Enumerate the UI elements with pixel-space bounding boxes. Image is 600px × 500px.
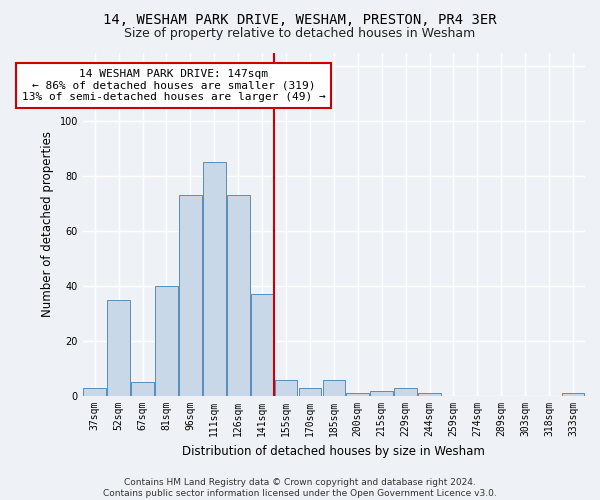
Text: Size of property relative to detached houses in Wesham: Size of property relative to detached ho… (124, 28, 476, 40)
Bar (394, 388, 417, 396)
Bar (275, 380, 298, 396)
Bar (131, 382, 154, 396)
Y-axis label: Number of detached properties: Number of detached properties (41, 132, 54, 318)
Bar (251, 294, 274, 396)
Bar (107, 300, 130, 396)
Bar (227, 196, 250, 396)
Bar (323, 380, 345, 396)
Text: 14 WESHAM PARK DRIVE: 147sqm
← 86% of detached houses are smaller (319)
13% of s: 14 WESHAM PARK DRIVE: 147sqm ← 86% of de… (22, 69, 325, 102)
Bar (370, 390, 393, 396)
X-axis label: Distribution of detached houses by size in Wesham: Distribution of detached houses by size … (182, 444, 485, 458)
Bar (346, 394, 369, 396)
Bar (299, 388, 322, 396)
Bar (418, 394, 441, 396)
Bar (562, 394, 584, 396)
Bar (83, 388, 106, 396)
Text: 14, WESHAM PARK DRIVE, WESHAM, PRESTON, PR4 3ER: 14, WESHAM PARK DRIVE, WESHAM, PRESTON, … (103, 12, 497, 26)
Bar (203, 162, 226, 396)
Bar (155, 286, 178, 396)
Bar (179, 196, 202, 396)
Text: Contains HM Land Registry data © Crown copyright and database right 2024.
Contai: Contains HM Land Registry data © Crown c… (103, 478, 497, 498)
